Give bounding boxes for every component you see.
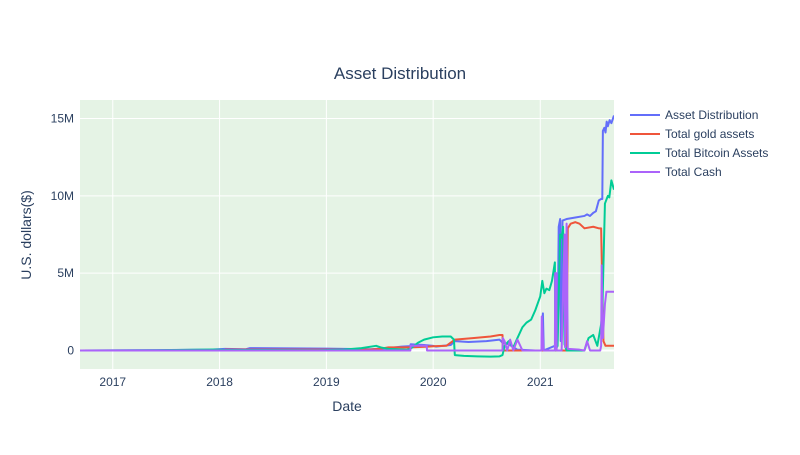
legend-item[interactable]: Asset Distribution [630,108,758,122]
x-tick-label: 2019 [313,375,340,389]
y-tick-label: 5M [57,266,74,280]
plot-area [80,100,614,369]
x-tick-label: 2020 [420,375,447,389]
chart-title: Asset Distribution [334,64,466,83]
legend[interactable]: Asset Distribution Total gold assets Total… [630,108,768,179]
x-tick-label: 2017 [99,375,126,389]
legend-label: Total Cash [665,165,722,179]
x-tick-label: 2021 [527,375,554,389]
axes: 2017 2018 2019 2020 2021 0 5M 10M 15M [51,112,554,389]
x-axis-title: Date [332,398,362,414]
y-tick-label: 10M [51,189,74,203]
legend-item[interactable]: Total gold assets [630,127,754,141]
y-tick-label: 0 [67,343,74,357]
series-line-3 [80,222,614,352]
legend-item[interactable]: Total Bitcoin Assets [630,146,768,160]
legend-item[interactable]: Total Cash [630,165,722,179]
legend-label: Total Bitcoin Assets [665,146,768,160]
y-tick-label: 15M [51,112,74,126]
y-axis-title: U.S. dollars($) [18,190,34,279]
x-tick-label: 2018 [206,375,233,389]
series-lines [80,115,614,358]
legend-label: Asset Distribution [665,108,758,122]
legend-label: Total gold assets [665,127,754,141]
